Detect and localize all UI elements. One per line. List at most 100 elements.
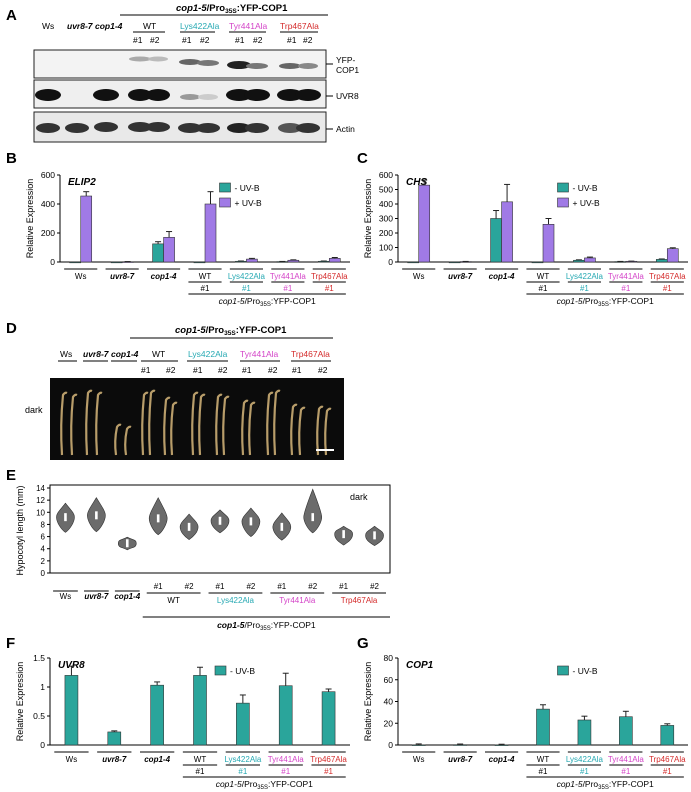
seedling [95, 391, 103, 456]
bar [494, 744, 509, 746]
y-tick-label: 300 [379, 214, 393, 224]
legend-label: - UV-B [235, 183, 260, 193]
blot-label-uvr8: UVR8 [336, 91, 359, 101]
bar [418, 184, 431, 263]
construct-label: cop1-5/Pro35S:YFP-COP1 [216, 779, 313, 791]
seedling [163, 396, 171, 456]
seedling [191, 391, 199, 456]
bar [584, 257, 596, 263]
legend-swatch [219, 197, 231, 208]
rep-label: #1 [539, 284, 548, 293]
rep-label: #1 [281, 767, 290, 776]
d-condition: dark [25, 405, 43, 415]
rep-label: #1 [193, 365, 203, 375]
y-tick-label: 200 [41, 228, 55, 238]
category-label: uvr8-7 [102, 755, 127, 764]
category-label: WT [199, 272, 212, 281]
category-label: Ws [413, 755, 425, 764]
bar [110, 261, 123, 264]
panel-c-label: C [357, 150, 368, 167]
rep-label: #2 [370, 582, 379, 591]
y-tick-label: 80 [384, 653, 394, 663]
bar [193, 675, 207, 746]
category-label: uvr8-7 [110, 272, 135, 281]
chart-title: COP1 [406, 660, 434, 671]
panel-a-construct-header: cop1-5/Pro35S:YFP-COP1 [176, 3, 288, 15]
rep-label: #1 [182, 35, 192, 45]
d-group-tyr: Tyr441Ala [240, 349, 279, 359]
category-label: uvr8-7 [448, 272, 473, 281]
bar [577, 719, 592, 746]
rep-label: #1 [292, 365, 302, 375]
y-tick-label: 200 [379, 228, 393, 238]
y-tick-label: 40 [384, 697, 394, 707]
seedling [222, 395, 230, 456]
seedling [316, 405, 324, 456]
category-label: cop1-4 [151, 272, 177, 281]
rep-label: #1 [324, 767, 333, 776]
plot-frame [49, 484, 391, 574]
blot-yfp-cop1 [33, 49, 327, 79]
y-axis-label: Relative Expression [363, 662, 373, 742]
bar [287, 259, 300, 263]
seedling [298, 406, 306, 456]
bar [236, 702, 250, 746]
category-label: Tyr441Ala [268, 755, 305, 764]
violin-median-box [64, 513, 67, 522]
violin-median-box [280, 522, 284, 531]
group-trp467ala: Trp467Ala [280, 21, 319, 31]
rep-label: #1 [339, 582, 348, 591]
y-tick-label: 12 [36, 496, 45, 505]
bar [107, 731, 122, 746]
y-axis-label: Relative Expression [363, 179, 373, 259]
seedling [215, 393, 223, 456]
bar [501, 201, 513, 263]
category-label: WT [194, 755, 207, 764]
y-tick-label: 20 [384, 718, 394, 728]
rep-label: #1 [216, 582, 225, 591]
category-label: WT [537, 272, 550, 281]
category-label: uvr8-7 [84, 592, 109, 601]
category-label: cop1-4 [144, 755, 170, 764]
y-tick-label: 400 [379, 199, 393, 209]
rep-label-2: #2 [268, 365, 278, 375]
construct-label: cop1-5/Pro35S:YFP-COP1 [557, 296, 654, 308]
y-axis-label: Relative Expression [25, 179, 35, 259]
seedling [241, 399, 249, 456]
rep-label: #1 [539, 767, 548, 776]
y-tick-label: 0 [40, 740, 45, 750]
bar [246, 258, 258, 263]
rep-label-2: #2 [318, 365, 328, 375]
group-lys422ala: Lys422Ala [180, 21, 220, 31]
rep-label: #1 [277, 582, 286, 591]
bar [453, 744, 467, 746]
y-tick-label: 400 [41, 199, 55, 209]
bar [655, 259, 668, 263]
category-label: Ws [66, 755, 78, 764]
lane-ws: Ws [42, 21, 54, 31]
bar [411, 744, 426, 746]
group-tyr441ala: Tyr441Ala [229, 21, 268, 31]
seedling [85, 389, 93, 456]
d-lane-ws: Ws [60, 349, 72, 359]
group-wt: WT [143, 21, 156, 31]
y-tick-label: 2 [41, 557, 46, 566]
d-lane-uvr8-7: uvr8-7 [83, 349, 110, 359]
panel-d: cop1-5/Pro35S:YFP-COP1 Ws uvr8-7 cop1-4 … [25, 325, 344, 460]
chart-uvr8: UVR8 0 0.5 1 1.5 Relative Expression - UV-B Ws u… [15, 653, 350, 791]
panel-d-label: D [6, 320, 17, 337]
rep-label: #1 [242, 365, 252, 375]
rep-label: #1 [580, 767, 589, 776]
legend-label: - UV-B [573, 183, 598, 193]
rep-label: #1 [196, 767, 205, 776]
bar [152, 243, 164, 263]
y-tick-label: 60 [384, 675, 394, 685]
y-tick-label: 0 [50, 257, 55, 267]
legend-swatch [557, 665, 569, 676]
chart-title: UVR8 [58, 660, 85, 671]
bar [328, 258, 341, 263]
violin-median-box [95, 511, 98, 520]
category-label: uvr8-7 [448, 755, 473, 764]
category-label: Tyr441Ala [270, 272, 307, 281]
